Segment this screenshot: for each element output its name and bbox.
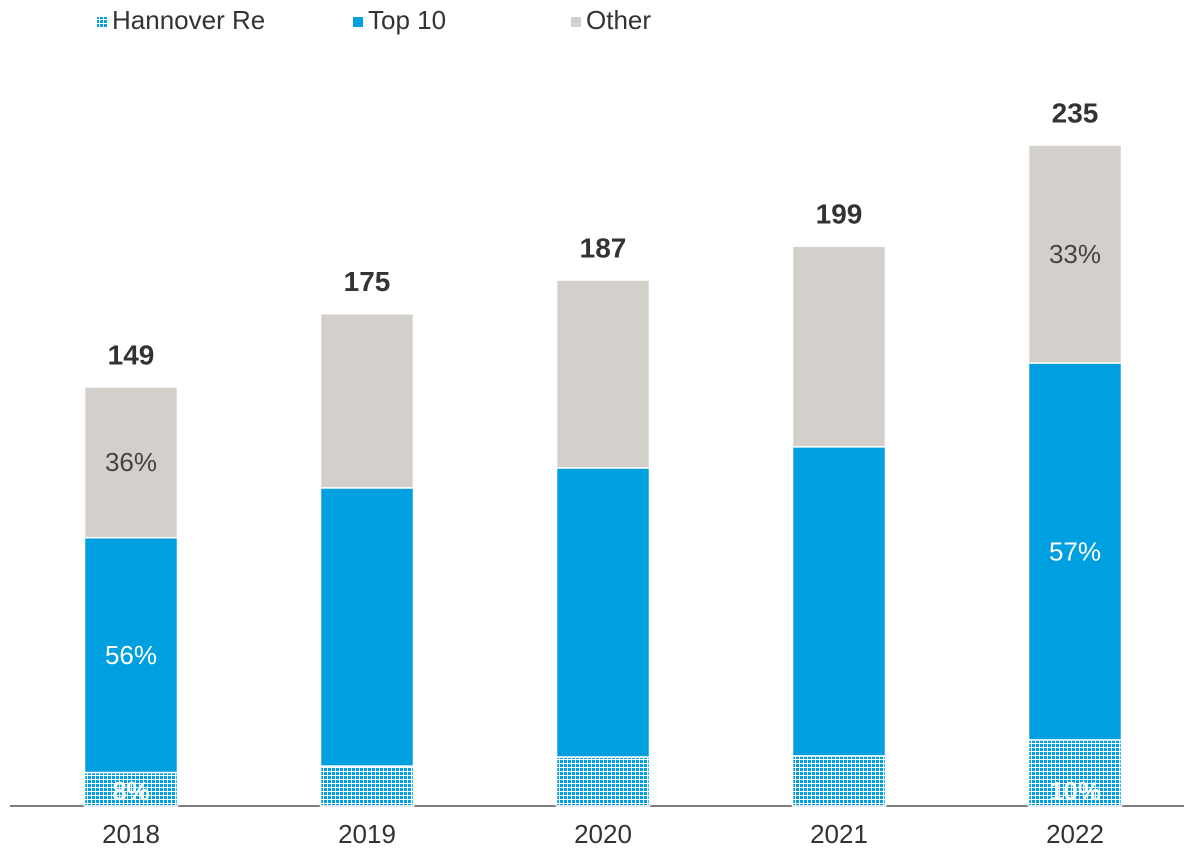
segment-label: 36% (105, 447, 157, 477)
bar-segment (791, 446, 887, 757)
bar-segment (319, 487, 415, 767)
legend-marker (571, 17, 581, 27)
bar-segment (319, 765, 415, 807)
bar-segment (319, 313, 415, 489)
bar-segment (1027, 362, 1123, 741)
legend-label: Other (586, 5, 651, 35)
segment-label: 57% (1049, 536, 1101, 566)
x-tick-label: 2018 (102, 819, 160, 849)
legend-label: Hannover Re (112, 5, 265, 35)
bar-segment (555, 467, 651, 758)
segment-label: 10% (1049, 776, 1101, 806)
bar-segment (791, 755, 887, 807)
x-tick-label: 2022 (1046, 819, 1104, 849)
bar-segment (1027, 144, 1123, 364)
bar-segment (83, 386, 179, 539)
total-label: 175 (344, 266, 391, 297)
total-label: 187 (580, 232, 627, 263)
x-tick-label: 2019 (338, 819, 396, 849)
bar-segment (555, 279, 651, 469)
bar-segment (791, 245, 887, 448)
legend-marker (353, 17, 363, 27)
x-tick-label: 2020 (574, 819, 632, 849)
legend-label: Top 10 (368, 5, 446, 35)
x-tick-label: 2021 (810, 819, 868, 849)
segment-label: 33% (1049, 239, 1101, 269)
legend-marker (97, 17, 107, 27)
bar-segment (1027, 739, 1123, 807)
total-label: 149 (108, 339, 155, 370)
bar-segment (83, 771, 179, 807)
bar-segment (83, 536, 179, 774)
segment-label: 8% (112, 776, 150, 806)
total-label: 199 (816, 199, 863, 230)
segment-label: 56% (105, 640, 157, 670)
bar-segment (555, 756, 651, 807)
total-label: 235 (1052, 97, 1099, 128)
